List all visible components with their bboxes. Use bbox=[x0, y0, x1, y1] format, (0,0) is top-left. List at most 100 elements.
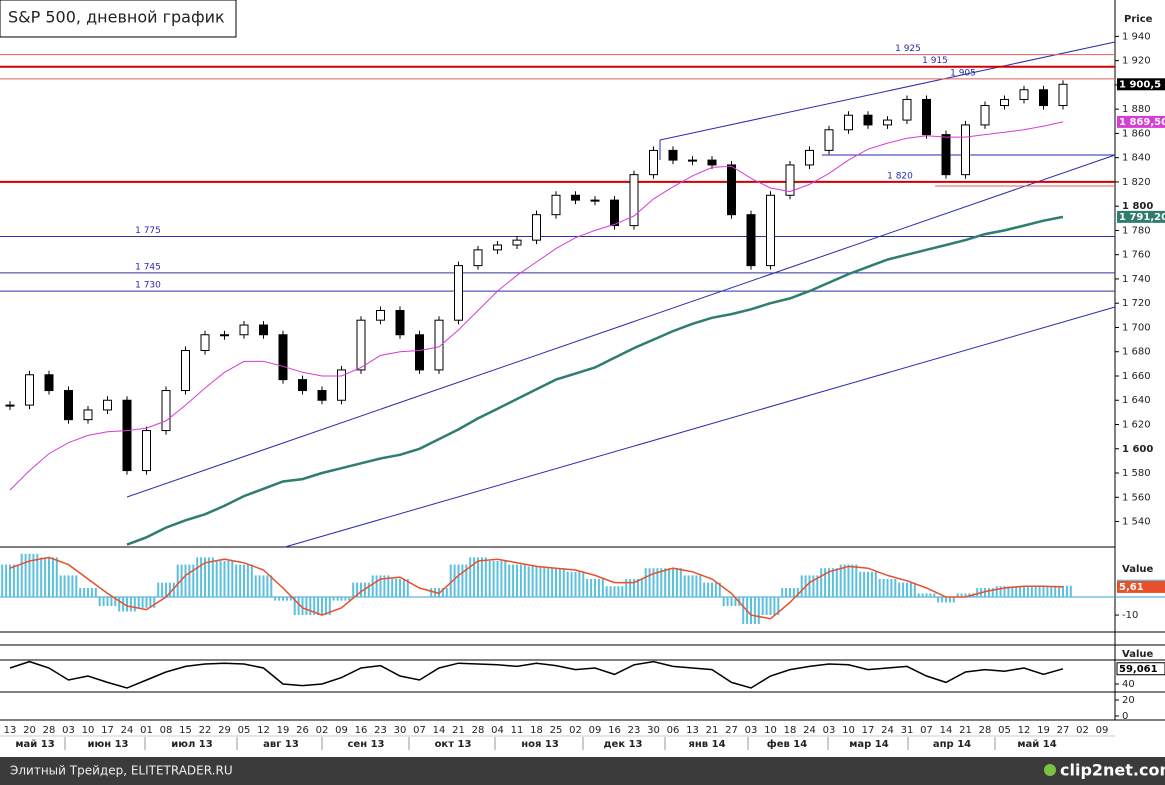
value-tag bbox=[1117, 580, 1165, 593]
histogram-bar bbox=[995, 586, 998, 598]
histogram-bar bbox=[344, 597, 347, 601]
histogram-bar bbox=[796, 588, 799, 598]
histogram-bar bbox=[59, 575, 62, 598]
histogram-bar bbox=[484, 557, 487, 598]
level-label: 1 745 bbox=[135, 262, 161, 272]
axis-label: Value bbox=[1122, 649, 1153, 660]
histogram-bar bbox=[765, 597, 768, 616]
histogram-bar bbox=[1069, 585, 1072, 598]
x-tick-label: 20 bbox=[23, 725, 36, 736]
histogram-bar bbox=[1065, 585, 1068, 598]
histogram-bar bbox=[675, 568, 678, 598]
candle bbox=[941, 134, 951, 176]
histogram-bar bbox=[562, 568, 565, 598]
y-tick-label: 1 880 bbox=[1122, 104, 1151, 115]
month-label: ноя 13 bbox=[521, 739, 559, 750]
histogram-bar bbox=[909, 582, 912, 598]
histogram-bar bbox=[781, 588, 784, 598]
x-tick-label: 03 bbox=[745, 725, 758, 736]
candle bbox=[883, 119, 892, 126]
histogram-bar bbox=[886, 579, 889, 598]
histogram-bar bbox=[851, 564, 854, 598]
histogram-bar bbox=[356, 582, 359, 598]
histogram-bar bbox=[1030, 586, 1033, 598]
histogram-bar bbox=[379, 575, 382, 598]
histogram-bar bbox=[110, 597, 113, 607]
histogram-bar bbox=[270, 575, 273, 598]
histogram-bar bbox=[527, 566, 530, 598]
candle bbox=[844, 114, 853, 131]
histogram-bar bbox=[461, 564, 464, 598]
histogram-bar bbox=[773, 597, 776, 616]
histogram-bar bbox=[126, 597, 128, 612]
histogram-bar bbox=[695, 575, 698, 598]
value-tag-label: 1 900,5 bbox=[1119, 79, 1161, 90]
histogram-bar bbox=[1, 564, 4, 598]
x-tick-label: 25 bbox=[550, 725, 563, 736]
histogram-bar bbox=[964, 593, 967, 598]
histogram-bar bbox=[118, 597, 121, 612]
histogram-bar bbox=[250, 564, 253, 598]
histogram-bar bbox=[165, 582, 167, 598]
level-label: 1 775 bbox=[135, 226, 161, 236]
candle bbox=[200, 334, 210, 352]
histogram-bar bbox=[1023, 586, 1025, 598]
candle bbox=[278, 334, 288, 381]
histogram-bar bbox=[617, 586, 620, 598]
x-tick-label: 28 bbox=[979, 725, 992, 736]
histogram-bar bbox=[516, 564, 518, 598]
histogram-bar bbox=[594, 579, 596, 598]
histogram-bar bbox=[960, 593, 963, 598]
candle bbox=[298, 379, 307, 392]
histogram-bar bbox=[843, 564, 846, 598]
histogram-bar bbox=[79, 588, 82, 598]
histogram-bar bbox=[227, 560, 230, 598]
candle bbox=[473, 249, 483, 267]
candle bbox=[64, 390, 73, 421]
value-tag-label: 5,61 bbox=[1119, 582, 1144, 593]
x-tick-label: 27 bbox=[725, 725, 738, 736]
histogram-bar bbox=[703, 582, 706, 598]
histogram-bar bbox=[145, 597, 148, 608]
histogram-bar bbox=[984, 588, 986, 598]
histogram-bar bbox=[753, 597, 756, 625]
x-tick-label: 14 bbox=[433, 725, 446, 736]
candle bbox=[395, 309, 405, 336]
histogram-bar bbox=[574, 571, 577, 598]
histogram-bar bbox=[597, 579, 600, 598]
x-tick-label: 16 bbox=[608, 725, 621, 736]
histogram-bar bbox=[999, 586, 1002, 598]
histogram-bar bbox=[231, 560, 234, 598]
histogram-bar bbox=[636, 579, 639, 598]
x-tick-label: 11 bbox=[511, 725, 524, 736]
histogram-bar bbox=[691, 575, 694, 598]
histogram-bar bbox=[929, 593, 932, 598]
footer-text: Элитный Трейдер, ELITETRADER.RU bbox=[10, 764, 233, 778]
histogram-bar bbox=[839, 564, 842, 598]
histogram-bar bbox=[87, 588, 89, 598]
candle bbox=[5, 404, 15, 407]
histogram-bar bbox=[633, 579, 635, 598]
candle bbox=[161, 390, 171, 432]
histogram-bar bbox=[882, 579, 885, 598]
histogram-bar bbox=[644, 568, 647, 598]
histogram-bar bbox=[313, 597, 316, 616]
histogram-bar bbox=[395, 579, 398, 598]
histogram-bar bbox=[336, 597, 339, 601]
histogram-bar bbox=[1046, 586, 1049, 598]
y-tick-label: 1 800 bbox=[1122, 201, 1153, 212]
histogram-bar bbox=[991, 588, 994, 598]
histogram-bar bbox=[894, 579, 897, 598]
histogram-bar bbox=[367, 582, 370, 598]
histogram-bar bbox=[952, 597, 955, 603]
y-tick-label: 1 820 bbox=[1122, 177, 1151, 188]
candle bbox=[590, 199, 600, 202]
y-tick-label: 1 580 bbox=[1122, 468, 1151, 479]
histogram-bar bbox=[28, 553, 31, 598]
x-tick-label: 06 bbox=[667, 725, 680, 736]
histogram-bar bbox=[1042, 586, 1045, 598]
histogram-bar bbox=[874, 571, 877, 598]
histogram-bar bbox=[867, 571, 869, 598]
candle bbox=[766, 194, 775, 267]
